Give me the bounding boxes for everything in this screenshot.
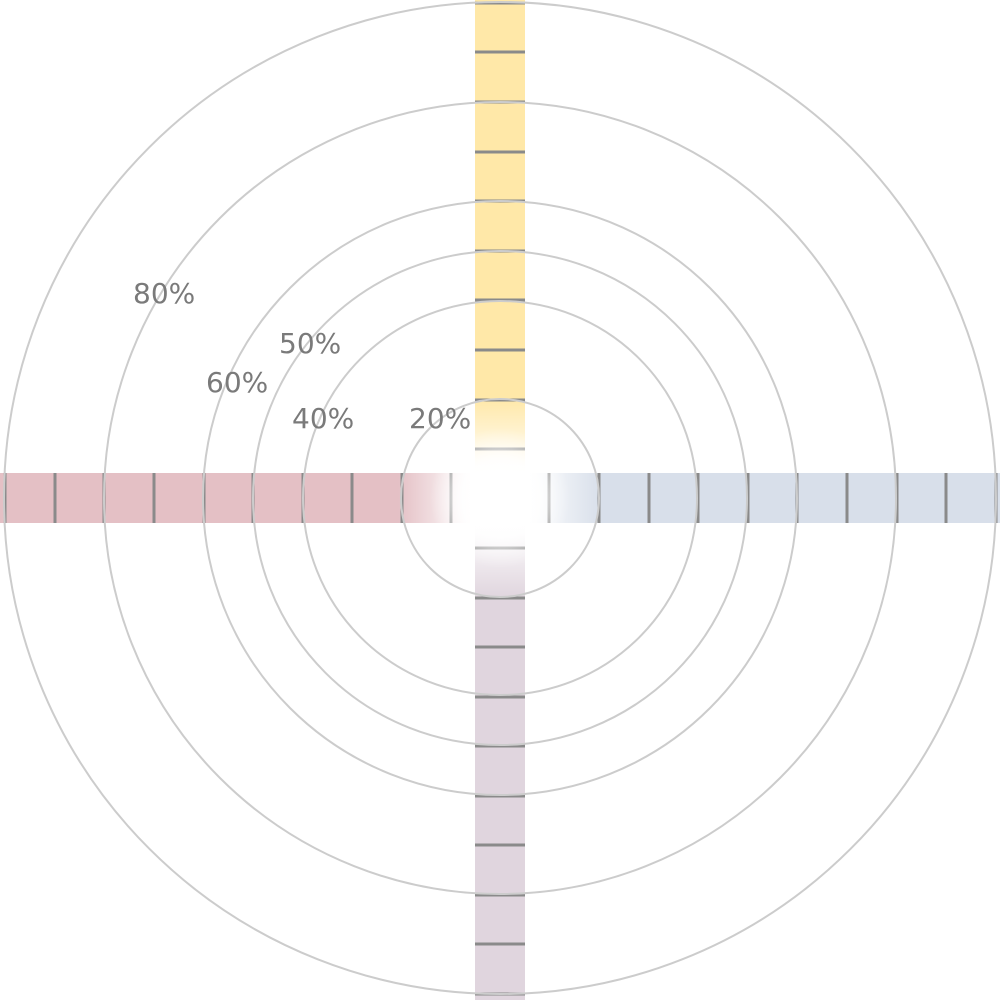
ring-4 bbox=[202, 200, 798, 796]
arm-top bbox=[475, 0, 525, 473]
ring-label-80: 80% bbox=[133, 277, 195, 310]
ring-label-40: 40% bbox=[292, 402, 354, 435]
center-glow-icon bbox=[430, 428, 570, 568]
ring-label-60: 60% bbox=[206, 366, 268, 399]
ring-5 bbox=[103, 101, 897, 895]
arm-left bbox=[0, 473, 473, 523]
ring-labels: 20% 40% 50% 60% 80% bbox=[133, 277, 471, 435]
ring-3 bbox=[252, 250, 748, 746]
rings-layer bbox=[3, 1, 997, 995]
arm-right bbox=[527, 473, 1000, 523]
ring-label-20: 20% bbox=[409, 402, 471, 435]
ring-label-50: 50% bbox=[279, 327, 341, 360]
ring-2 bbox=[302, 300, 698, 696]
ring-1 bbox=[400, 398, 600, 598]
arm-bottom bbox=[475, 523, 525, 1000]
ring-6 bbox=[3, 1, 997, 995]
